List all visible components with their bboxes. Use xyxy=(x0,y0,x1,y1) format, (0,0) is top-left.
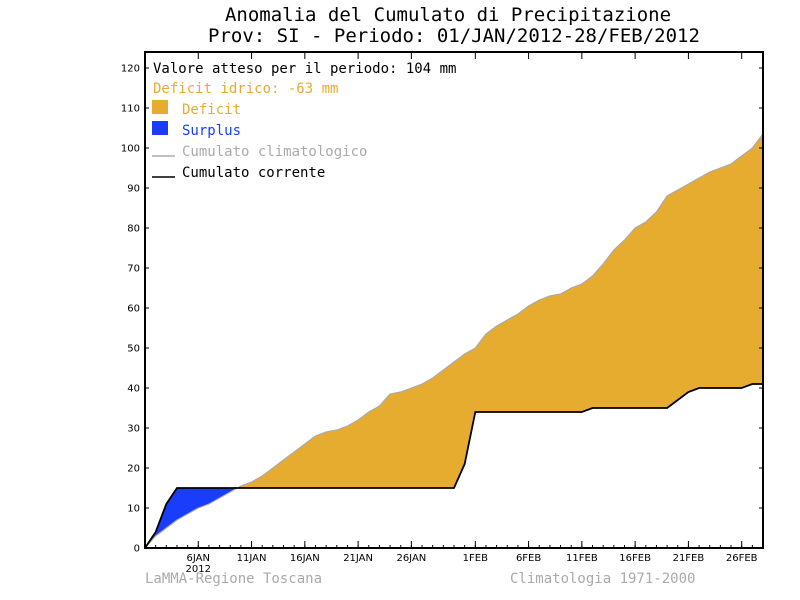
legend-surplus-swatch xyxy=(152,121,168,135)
legend-surplus-label: Surplus xyxy=(182,123,241,139)
current-line xyxy=(144,383,763,549)
x-tick-label: 26JAN xyxy=(396,553,426,564)
x-tick-label: 1FEB xyxy=(463,553,488,564)
y-tick-label: 120 xyxy=(121,64,140,75)
x-tick-label: 26FEB xyxy=(726,553,758,564)
y-tick-label: 110 xyxy=(121,104,140,115)
surplus-area xyxy=(145,488,238,548)
x-tick-label: 21JAN xyxy=(343,553,373,564)
y-tick-label: 50 xyxy=(127,344,140,355)
legend-deficit-label: Deficit xyxy=(182,102,241,118)
y-tick-label: 100 xyxy=(121,144,140,155)
y-tick-label: 30 xyxy=(127,424,140,435)
x-tick-label: 21FEB xyxy=(673,553,705,564)
legend-deficit-swatch xyxy=(152,100,168,114)
x-tick-label: 6JAN xyxy=(187,553,210,564)
chart-title-line2: Prov: SI - Periodo: 01/JAN/2012-28/FEB/2… xyxy=(208,25,700,47)
y-tick-label: 80 xyxy=(127,224,140,235)
x-tick-label: 6FEB xyxy=(516,553,541,564)
x-tick-label: 16FEB xyxy=(619,553,651,564)
chart-title-line1: Anomalia del Cumulato di Precipitazione xyxy=(225,4,671,26)
y-tick-label: 90 xyxy=(127,184,140,195)
y-tick-label: 0 xyxy=(134,544,140,555)
x-tick-label: 11FEB xyxy=(566,553,598,564)
legend-expected-value: Valore atteso per il periodo: 104 mm xyxy=(153,61,456,77)
footer-source: LaMMA-Regione Toscana xyxy=(145,571,322,587)
footer-climatology: Climatologia 1971-2000 xyxy=(510,571,695,587)
x-tick-label: 16JAN xyxy=(290,553,320,564)
y-tick-label: 70 xyxy=(127,264,140,275)
x-tick-label: 11JAN xyxy=(237,553,267,564)
climatological-line xyxy=(144,133,764,549)
legend-current-label: Cumulato corrente xyxy=(182,165,325,181)
legend-climatological-label: Cumulato climatologico xyxy=(182,144,367,160)
x-tick-year-label: 2012 xyxy=(186,564,211,575)
legend: Valore atteso per il periodo: 104 mm Def… xyxy=(152,61,456,181)
y-tick-label: 10 xyxy=(127,504,140,515)
y-tick-label: 20 xyxy=(127,464,140,475)
y-axis: 0 10 20 30 40 50 60 70 80 90 100 110 120 xyxy=(121,64,763,555)
area-layer xyxy=(145,134,764,548)
deficit-area xyxy=(237,134,764,488)
line-layer xyxy=(144,133,764,549)
y-tick-label: 60 xyxy=(127,304,140,315)
y-tick-label: 40 xyxy=(127,384,140,395)
legend-deficit-text: Deficit idrico: -63 mm xyxy=(153,81,338,97)
